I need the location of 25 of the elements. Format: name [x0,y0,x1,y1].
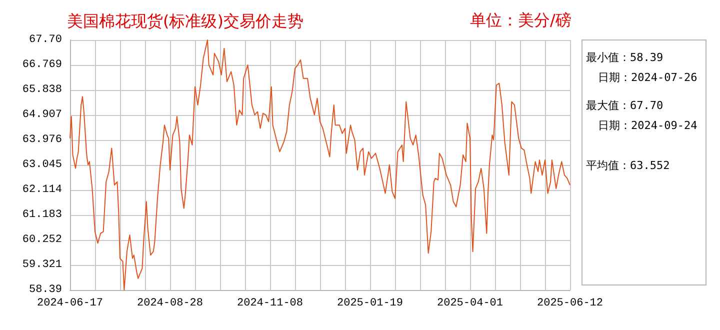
y-tick-label: 63.976 [22,134,62,146]
text: 最小值：58.39 [586,51,664,64]
y-tick-label: 67.70 [28,34,62,46]
y-tick-label: 65.838 [22,84,62,96]
x-tick-label: 2025-06-12 [536,298,604,310]
y-tick-label: 58.39 [28,284,62,296]
y-tick-label: 66.769 [22,59,62,71]
x-tick-label: 2024-08-28 [136,298,204,310]
x-tick-label: 2024-11-08 [236,298,304,310]
y-tick-label: 60.252 [22,234,62,246]
y-tick-label: 61.183 [22,209,62,221]
y-tick-label: 64.907 [22,109,62,121]
x-tick-label: 2025-01-19 [336,298,404,310]
text: 日期：2024-07-26 [598,71,698,84]
y-tick-label: 62.114 [22,184,62,196]
text: 平均值：63.552 [586,159,670,172]
chart-subtitle: 单位：美分/磅 [470,10,572,30]
y-tick-label: 59.321 [22,259,62,271]
text: 最大值：67.70 [586,99,664,112]
line-series [70,40,570,290]
x-tick-label: 2024-06-17 [36,298,104,310]
y-tick-label: 63.045 [22,159,62,171]
text: 日期：2024-09-24 [598,119,698,132]
chart-title: 美国棉花现货(标准级)交易价走势 [67,12,304,30]
x-tick-label: 2025-04-01 [436,298,504,310]
